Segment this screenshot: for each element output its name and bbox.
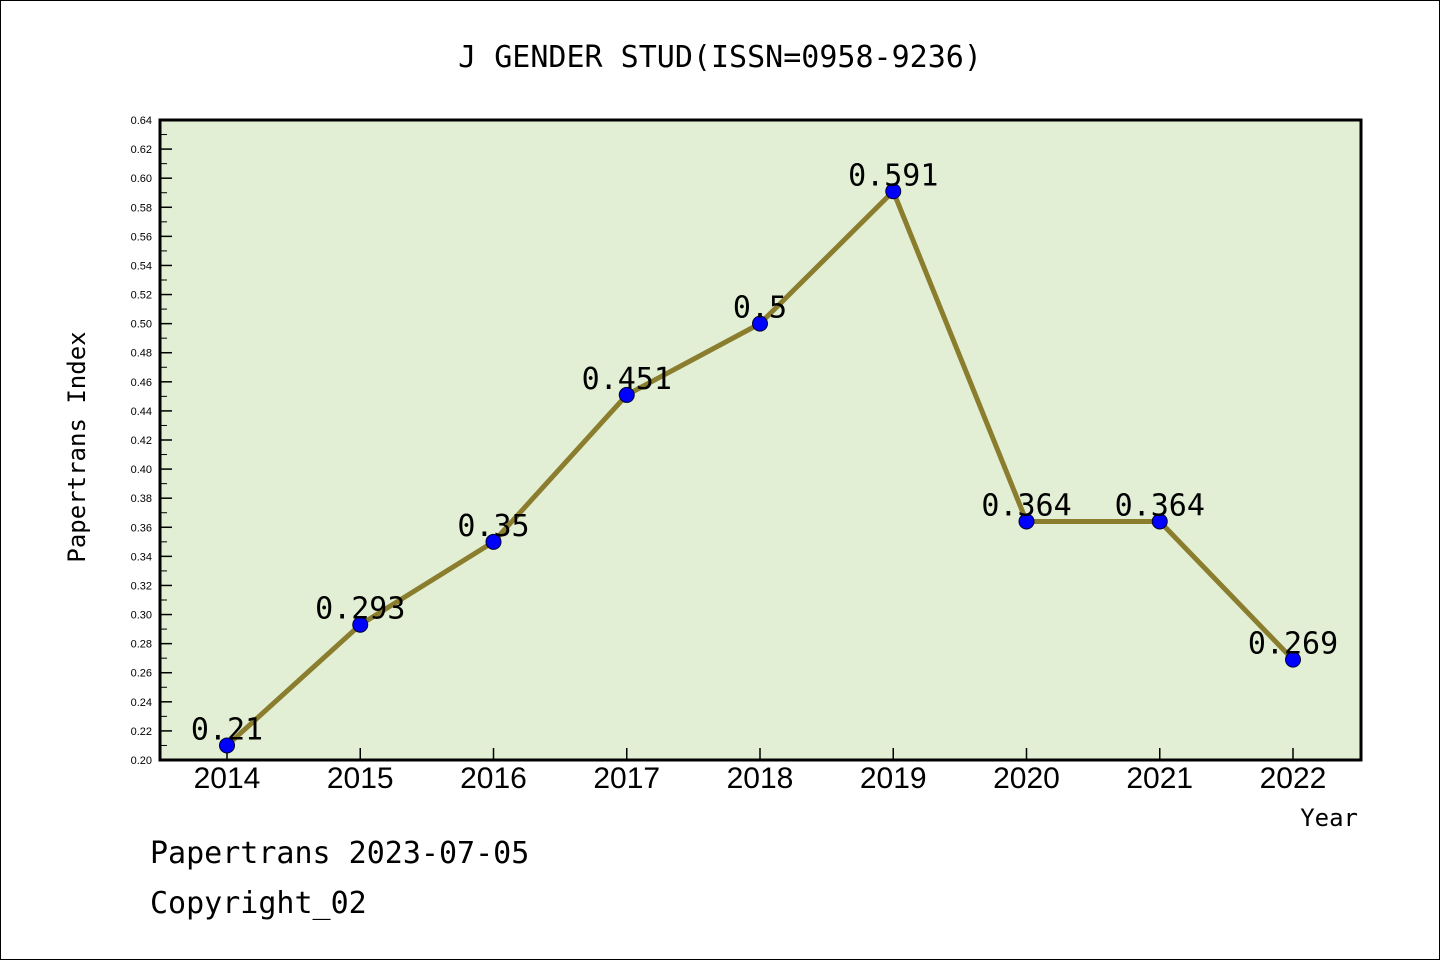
- y-axis-title: Papertrans Index: [63, 331, 91, 562]
- x-axis: 2014 2015 2016 2017 2018 2019 2020 2021 2022: [194, 748, 1327, 795]
- y-axis: 0.20 0.22 0.24 0.26 0.28 0.30 0.32 0.34 0.36 0.38…: [131, 115, 172, 767]
- y-tick-label: 0.42: [131, 435, 152, 447]
- x-tick-label: 2014: [194, 762, 261, 795]
- y-tick-label: 0.58: [131, 202, 152, 214]
- y-tick-label: 0.32: [131, 580, 152, 592]
- x-axis-title: Year: [1300, 804, 1358, 832]
- data-label: 0.591: [848, 158, 938, 193]
- y-tick-label: 0.60: [131, 173, 152, 185]
- data-point: [885, 183, 902, 200]
- data-point: [352, 616, 369, 633]
- data-label: 0.293: [315, 592, 405, 627]
- data-label: 0.21: [191, 712, 263, 747]
- y-tick-label: 0.46: [131, 377, 152, 389]
- chart-title: J GENDER STUD(ISSN=0958-9236): [458, 40, 982, 75]
- data-label: 0.364: [1115, 488, 1205, 523]
- y-tick-label: 0.20: [131, 755, 152, 767]
- y-tick-label: 0.22: [131, 726, 152, 738]
- y-tick-label: 0.62: [131, 144, 152, 156]
- data-point: [1151, 513, 1168, 530]
- data-label: 0.35: [457, 509, 529, 544]
- x-tick-label: 2017: [593, 762, 660, 795]
- data-point: [1018, 513, 1035, 530]
- data-point: [485, 533, 502, 550]
- x-tick-label: 2016: [460, 762, 527, 795]
- y-tick-label: 0.52: [131, 290, 152, 302]
- data-label: 0.451: [582, 362, 672, 397]
- footer-date: Papertrans 2023-07-05: [150, 836, 530, 871]
- y-tick-label: 0.54: [131, 260, 152, 272]
- footer-copyright: Copyright_02: [150, 886, 367, 921]
- y-tick-label: 0.24: [131, 697, 152, 709]
- y-tick-label: 0.34: [131, 551, 152, 563]
- x-tick-label: 2022: [1260, 762, 1327, 795]
- y-tick-label: 0.36: [131, 522, 152, 534]
- data-point: [219, 737, 235, 754]
- data-point: [1285, 651, 1301, 668]
- y-tick-label: 0.48: [131, 348, 152, 360]
- y-tick-label: 0.50: [131, 319, 152, 331]
- x-tick-label: 2018: [727, 762, 794, 795]
- y-tick-label: 0.28: [131, 639, 152, 651]
- data-label: 0.269: [1248, 627, 1338, 662]
- series-line-group: [219, 183, 1301, 754]
- y-tick-label: 0.56: [131, 231, 152, 243]
- x-tick-label: 2015: [327, 762, 394, 795]
- y-tick-label: 0.64: [131, 115, 152, 127]
- data-point: [752, 315, 768, 332]
- data-labels: 0.21 0.293 0.35 0.451 0.5 0.591 0.364 0.364 0.26…: [191, 158, 1338, 747]
- x-tick-label: 2020: [993, 762, 1060, 795]
- data-label: 0.364: [981, 488, 1071, 523]
- data-label: 0.5: [733, 291, 787, 326]
- x-tick-label: 2021: [1126, 762, 1193, 795]
- data-point: [618, 386, 635, 403]
- y-tick-label: 0.38: [131, 493, 152, 505]
- y-tick-label: 0.40: [131, 464, 152, 476]
- y-tick-label: 0.30: [131, 610, 152, 622]
- x-tick-label: 2019: [860, 762, 927, 795]
- plot-area: [158, 118, 1363, 762]
- y-tick-label: 0.26: [131, 668, 152, 680]
- y-tick-label: 0.44: [131, 406, 152, 418]
